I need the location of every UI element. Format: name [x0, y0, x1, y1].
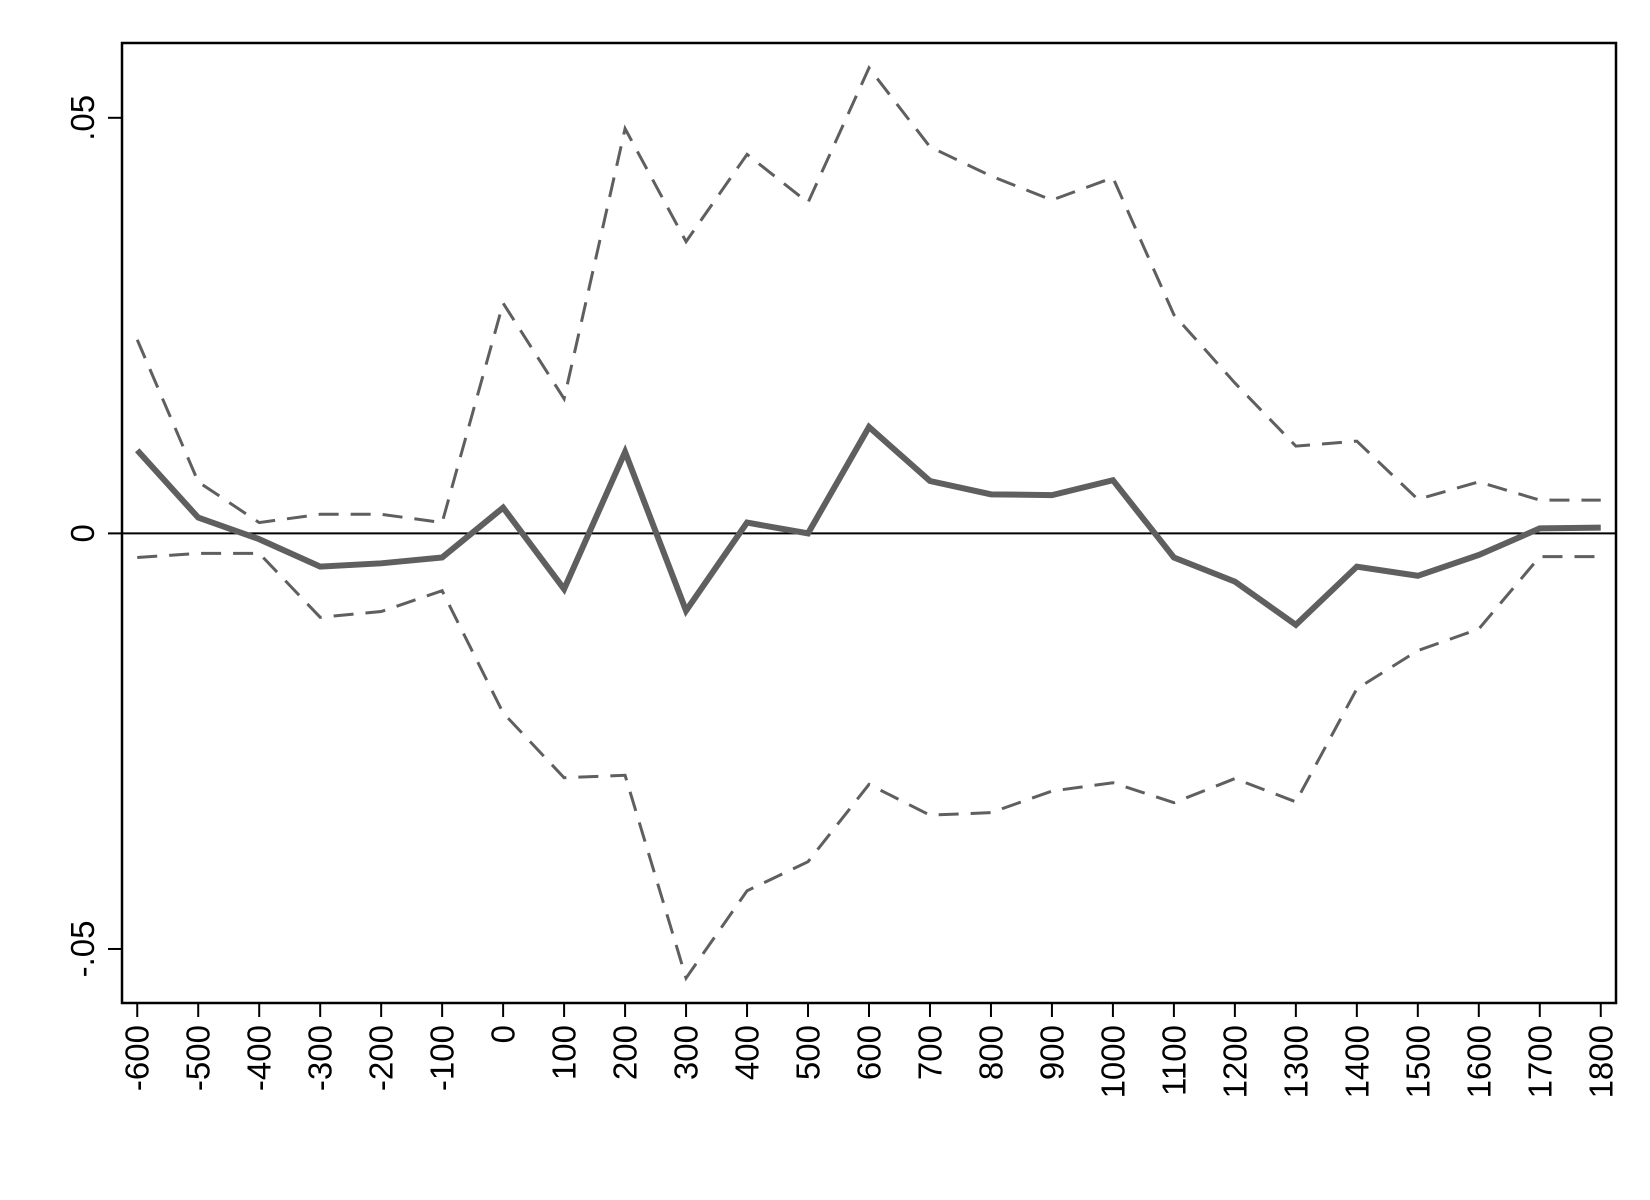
- x-tick-label: 600: [851, 1025, 888, 1080]
- y-axis: -.05 0 .05: [64, 95, 122, 978]
- series-line-dashed-upper: [135, 65, 1601, 525]
- series-line-solid: [135, 422, 1601, 629]
- y-tick-label: 0: [64, 524, 101, 542]
- x-tick-label: 200: [607, 1025, 644, 1080]
- x-tick-label: 1300: [1277, 1025, 1314, 1098]
- x-tick-label: 900: [1033, 1025, 1070, 1080]
- x-tick-label: 1200: [1216, 1025, 1253, 1098]
- series-layer: [135, 65, 1601, 982]
- x-tick-label: -100: [424, 1025, 461, 1091]
- x-tick-label: 1800: [1582, 1025, 1619, 1098]
- x-tick-label: -600: [119, 1025, 156, 1091]
- x-tick-label: 1500: [1399, 1025, 1436, 1098]
- x-tick-label: 800: [972, 1025, 1009, 1080]
- x-tick-label: 1100: [1155, 1025, 1192, 1096]
- x-tick-label: 300: [668, 1025, 705, 1080]
- y-tick-label: -.05: [64, 921, 101, 978]
- x-tick-label: 100: [546, 1025, 583, 1080]
- x-tick-label: 0: [485, 1025, 522, 1043]
- x-tick-label: -400: [241, 1025, 278, 1091]
- x-tick-label: -300: [302, 1025, 339, 1091]
- x-tick-label: 1700: [1521, 1025, 1558, 1098]
- x-tick-label: 400: [729, 1025, 766, 1080]
- x-tick-label: 1400: [1338, 1025, 1375, 1098]
- plot-frame: [120, 41, 1618, 1005]
- x-axis: -600 -500 -400 -300 -200 -100 0 100 200 300 400 500…: [119, 1003, 1619, 1098]
- x-tick-label: 500: [790, 1025, 827, 1080]
- x-tick-label: -500: [180, 1025, 217, 1091]
- x-tick-label: 1000: [1094, 1025, 1131, 1098]
- series-line-dashed-lower: [137, 551, 1601, 982]
- y-tick-label: .05: [64, 95, 101, 141]
- x-tick-label: 700: [911, 1025, 948, 1080]
- x-tick-label: -200: [363, 1025, 400, 1091]
- x-tick-label: 1600: [1460, 1025, 1497, 1098]
